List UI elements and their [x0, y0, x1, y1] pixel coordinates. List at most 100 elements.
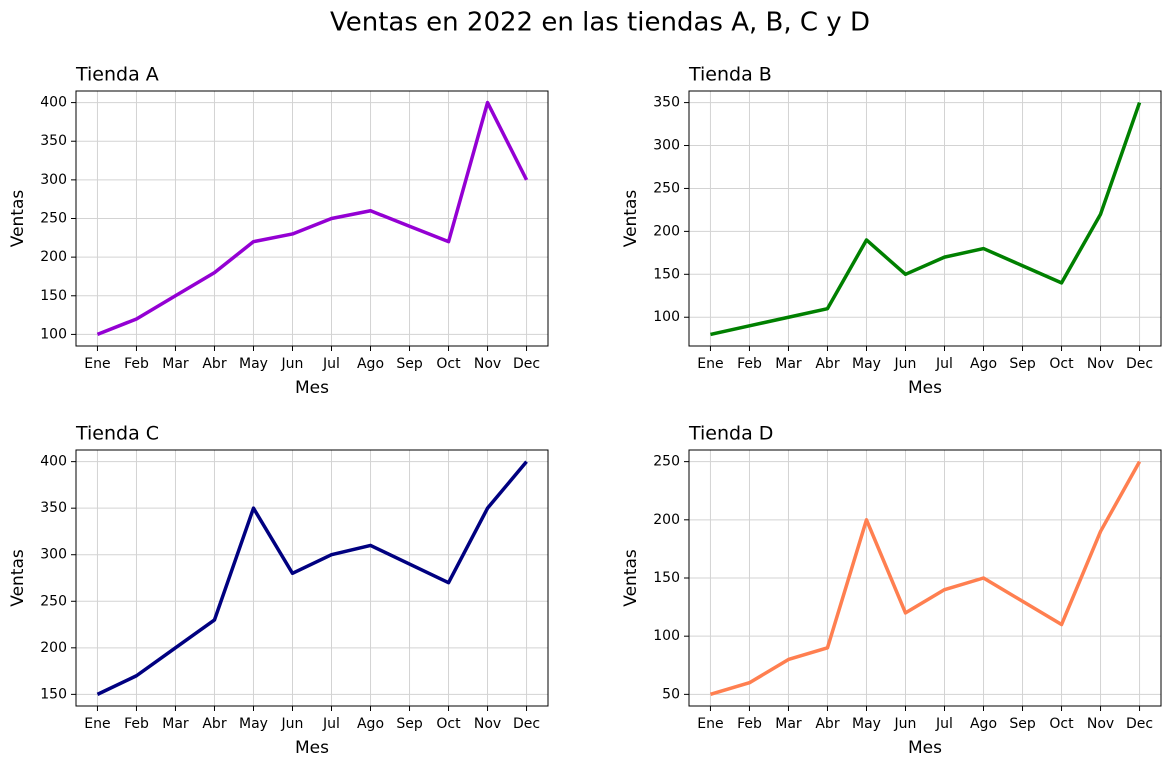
x-tick-label: Jun: [894, 716, 917, 732]
x-tick-label: May: [852, 716, 881, 732]
x-tick-label: May: [239, 356, 268, 372]
y-tick-label: 200: [653, 512, 680, 528]
x-tick-label: Ene: [697, 356, 723, 372]
y-tick-label: 400: [40, 95, 67, 111]
subplot: Ene Feb Mar Abr May Jun Jul Ago Sep Oct Nov Dec 100 1…: [621, 64, 1162, 398]
x-tick-label: Oct: [436, 716, 461, 732]
x-tick-label: Jul: [935, 356, 953, 372]
x-tick-label: Dec: [1126, 356, 1153, 372]
x-tick-label: May: [852, 356, 881, 372]
data-line: [96, 460, 528, 696]
y-tick-label: 250: [653, 454, 680, 470]
y-tick-label: 150: [40, 288, 67, 304]
x-tick-label: Mar: [162, 716, 189, 732]
y-tick-label: 350: [40, 133, 67, 149]
y-tick-label: 250: [40, 211, 67, 227]
y-tick-label: 200: [653, 223, 680, 239]
x-tick-label: Sep: [1009, 356, 1036, 372]
plot-frame: [75, 90, 549, 347]
x-tick-label: Abr: [202, 716, 226, 732]
x-tick-label: Abr: [202, 356, 226, 372]
x-tick-label: Ago: [970, 716, 997, 732]
y-tick-label: 100: [40, 326, 67, 342]
x-tick-label: Abr: [815, 716, 839, 732]
y-tick-label: 400: [40, 454, 67, 470]
plot-frame: [75, 449, 549, 707]
subplot: Ene Feb Mar Abr May Jun Jul Ago Sep Oct Nov Dec 100 1…: [8, 64, 549, 398]
y-tick-label: 350: [653, 95, 680, 111]
x-tick-label: Jun: [894, 356, 917, 372]
y-tick-label: 150: [40, 686, 67, 702]
y-tick-label: 300: [40, 172, 67, 188]
y-tick-label: 150: [653, 266, 680, 282]
x-tick-label: Ene: [84, 716, 110, 732]
x-tick-label: Ene: [697, 716, 723, 732]
x-tick-label: Sep: [1009, 716, 1036, 732]
x-tick-label: Jun: [281, 356, 304, 372]
plot-frame: [688, 90, 1162, 347]
y-tick-label: 300: [40, 547, 67, 563]
y-tick-label: 200: [40, 640, 67, 656]
x-axis-label: Mes: [295, 378, 329, 398]
x-tick-label: Jul: [935, 716, 953, 732]
x-tick-label: Mar: [775, 716, 802, 732]
y-tick-label: 150: [653, 570, 680, 586]
x-tick-label: Abr: [815, 356, 839, 372]
y-tick-label: 100: [653, 628, 680, 644]
x-tick-label: Nov: [1087, 356, 1114, 372]
x-axis-label: Mes: [908, 738, 942, 758]
x-axis-label: Mes: [908, 378, 942, 398]
y-tick-label: 200: [40, 249, 67, 265]
subplot: Ene Feb Mar Abr May Jun Jul Ago Sep Oct Nov Dec 150 2…: [8, 423, 549, 758]
x-tick-label: Mar: [775, 356, 802, 372]
subplot-title: Tienda D: [688, 423, 773, 445]
x-tick-label: May: [239, 716, 268, 732]
y-tick-label: 250: [40, 593, 67, 609]
x-tick-label: Mar: [162, 356, 189, 372]
y-tick-label: 300: [653, 138, 680, 154]
x-tick-label: Feb: [737, 716, 762, 732]
x-tick-label: Sep: [396, 716, 423, 732]
data-line: [709, 460, 1142, 697]
x-tick-label: Feb: [737, 356, 762, 372]
x-tick-label: Dec: [513, 716, 540, 732]
subplot-title: Tienda C: [75, 423, 159, 445]
figure-title: Ventas en 2022 en las tiendas A, B, C y …: [330, 8, 870, 38]
subplot-title: Tienda B: [688, 64, 772, 86]
y-axis-label: Ventas: [621, 549, 641, 607]
x-tick-label: Ago: [970, 356, 997, 372]
y-axis-label: Ventas: [8, 549, 28, 607]
y-tick-label: 350: [40, 500, 67, 516]
plot-frame: [688, 449, 1162, 707]
x-tick-label: Feb: [124, 716, 149, 732]
x-tick-label: Oct: [436, 356, 461, 372]
x-tick-label: Nov: [1087, 716, 1114, 732]
x-tick-label: Nov: [474, 716, 501, 732]
x-tick-label: Sep: [396, 356, 423, 372]
y-axis-label: Ventas: [621, 190, 641, 248]
x-tick-label: Ago: [357, 356, 384, 372]
x-tick-label: Feb: [124, 356, 149, 372]
x-axis-label: Mes: [295, 738, 329, 758]
subplot-title: Tienda A: [75, 64, 159, 86]
y-axis-label: Ventas: [8, 190, 28, 248]
x-tick-label: Ene: [84, 356, 110, 372]
data-line: [96, 100, 529, 337]
y-tick-label: 250: [653, 180, 680, 196]
subplot: Ene Feb Mar Abr May Jun Jul Ago Sep Oct Nov Dec 50 10…: [621, 423, 1162, 758]
x-tick-label: Oct: [1049, 716, 1074, 732]
x-tick-label: Ago: [357, 716, 384, 732]
x-tick-label: Nov: [474, 356, 501, 372]
x-tick-label: Jul: [322, 356, 340, 372]
x-tick-label: Jul: [322, 716, 340, 732]
x-tick-label: Dec: [1126, 716, 1153, 732]
x-tick-label: Jun: [281, 716, 304, 732]
x-tick-label: Dec: [513, 356, 540, 372]
y-tick-label: 50: [662, 686, 680, 702]
data-line: [710, 102, 1142, 337]
y-tick-label: 100: [653, 309, 680, 325]
x-tick-label: Oct: [1049, 356, 1074, 372]
